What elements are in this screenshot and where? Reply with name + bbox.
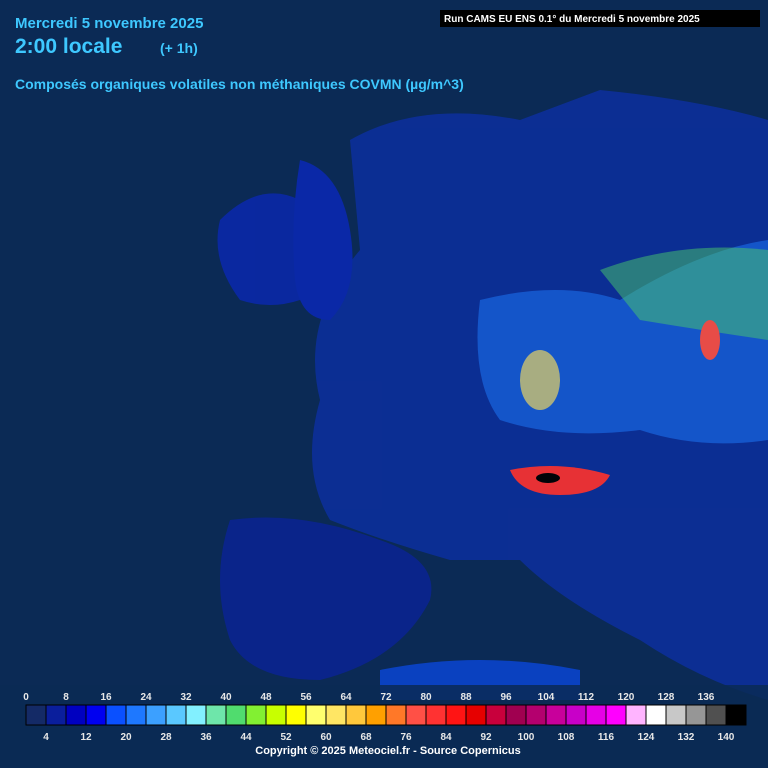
legend-swatch (145, 704, 167, 726)
copyright: Copyright © 2025 Meteociel.fr - Source C… (255, 745, 520, 757)
legend-label: 116 (598, 732, 615, 743)
legend-swatch (265, 704, 287, 726)
legend-label: 16 (100, 692, 112, 703)
legend-swatch (285, 704, 307, 726)
legend-label: 108 (558, 732, 575, 743)
legend-label: 4 (43, 732, 49, 743)
legend-swatch (465, 704, 487, 726)
legend-label: 36 (200, 732, 212, 743)
legend-swatch (565, 704, 587, 726)
legend-swatch (425, 704, 447, 726)
iberia (220, 517, 432, 680)
legend-label: 56 (300, 692, 312, 703)
date: Mercredi 5 novembre 2025 (15, 15, 203, 32)
legend-swatch (685, 704, 707, 726)
legend-swatch (245, 704, 267, 726)
legend-label: 96 (500, 692, 512, 703)
time-offset: (+ 1h) (160, 40, 198, 56)
time: 2:00 locale (15, 35, 122, 58)
poland-plume (600, 247, 768, 340)
legend-label: 132 (678, 732, 695, 743)
legend-label: 112 (578, 692, 595, 703)
legend-swatch (25, 704, 47, 726)
legend-swatch (65, 704, 87, 726)
benelux-plume (520, 350, 560, 410)
legend-label: 0 (23, 692, 29, 703)
legend-label: 72 (380, 692, 392, 703)
legend-label: 64 (340, 692, 352, 703)
legend-label: 44 (240, 732, 252, 743)
legend-swatch (705, 704, 727, 726)
legend-swatch (325, 704, 347, 726)
legend-swatch (725, 704, 747, 726)
legend-swatch (385, 704, 407, 726)
run-box (440, 10, 760, 27)
legend-label: 40 (220, 692, 232, 703)
title: Composés organiques volatiles non méthan… (15, 76, 464, 92)
legend-swatch (405, 704, 427, 726)
legend-label: 20 (120, 732, 132, 743)
legend-label: 88 (460, 692, 472, 703)
legend-swatch (305, 704, 327, 726)
legend-label: 48 (260, 692, 272, 703)
ireland (217, 193, 310, 305)
legend-label: 24 (140, 692, 152, 703)
legend-swatch (665, 704, 687, 726)
legend-swatch (545, 704, 567, 726)
legend-label: 84 (440, 732, 452, 743)
legend-swatch (365, 704, 387, 726)
po-valley-peak (536, 473, 560, 483)
legend-label: 140 (718, 732, 735, 743)
legend-label: 8 (63, 692, 69, 703)
legend-label: 60 (320, 732, 332, 743)
legend-swatch (85, 704, 107, 726)
po-valley (510, 466, 610, 495)
legend-swatch (605, 704, 627, 726)
legend-label: 68 (360, 732, 372, 743)
legend-label: 128 (658, 692, 675, 703)
legend-swatch (645, 704, 667, 726)
legend-swatch (525, 704, 547, 726)
legend-swatch (625, 704, 647, 726)
silesia-plume (700, 320, 720, 360)
legend-swatch (185, 704, 207, 726)
legend-label: 100 (518, 732, 535, 743)
legend-label: 76 (400, 732, 412, 743)
legend-bg (0, 685, 768, 768)
legend-swatch (45, 704, 67, 726)
legend-swatch (445, 704, 467, 726)
legend-label: 120 (618, 692, 635, 703)
legend-label: 92 (480, 732, 492, 743)
land-overlay (217, 90, 768, 700)
legend-swatch (485, 704, 507, 726)
legend-label: 32 (180, 692, 192, 703)
legend-swatch (165, 704, 187, 726)
legend-label: 104 (538, 692, 555, 703)
britain (293, 160, 353, 320)
legend-swatch (345, 704, 367, 726)
legend-label: 28 (160, 732, 172, 743)
legend-swatch (125, 704, 147, 726)
legend-label: 52 (280, 732, 292, 743)
legend-label: 124 (638, 732, 655, 743)
legend-swatch (205, 704, 227, 726)
legend-swatch (505, 704, 527, 726)
legend: 0481216202428323640444852566064687276808… (23, 692, 747, 743)
legend-swatch (585, 704, 607, 726)
run-label: Run CAMS EU ENS 0.1° du Mercredi 5 novem… (444, 14, 700, 25)
legend-label: 80 (420, 692, 432, 703)
legend-swatch (225, 704, 247, 726)
legend-label: 12 (80, 732, 92, 743)
legend-label: 136 (698, 692, 715, 703)
legend-swatch (105, 704, 127, 726)
